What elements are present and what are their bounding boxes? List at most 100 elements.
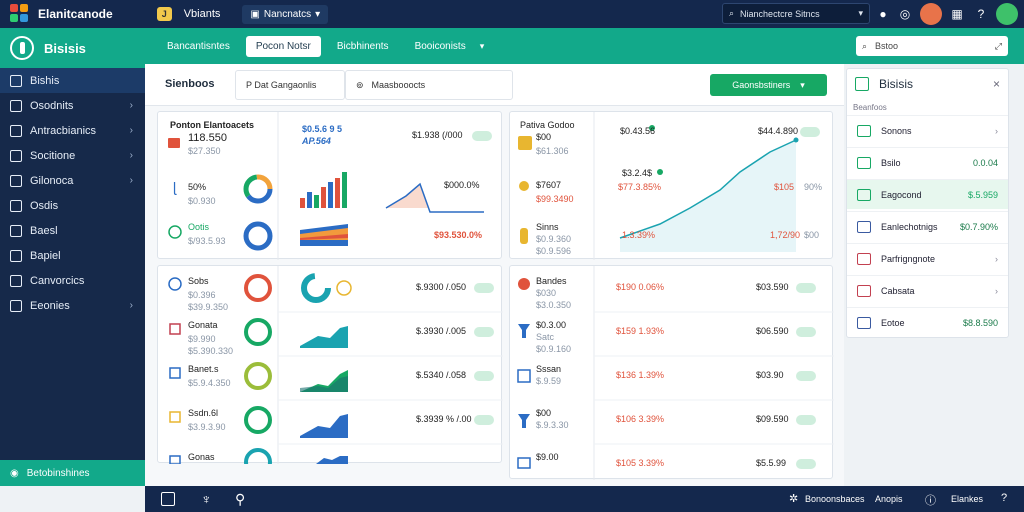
panel-item-icon xyxy=(857,124,871,137)
panel-item-label: Eanlechotnigs xyxy=(881,221,938,232)
panel-item-value: 0.0.04 xyxy=(972,157,998,168)
sidebar-item-label: Osodnits xyxy=(30,99,74,112)
chevron-down-icon: › xyxy=(129,100,133,111)
panel-item-value: $8.8.590 xyxy=(962,317,998,328)
row-label: Sobs xyxy=(188,276,209,286)
help-icon[interactable]: ? xyxy=(1001,492,1008,504)
row-label: Gonas xyxy=(188,452,215,462)
bottom-link-1[interactable]: Bonoonsbaces xyxy=(805,494,865,504)
profile-avatar[interactable] xyxy=(996,3,1018,25)
gear-icon[interactable]: ✲ xyxy=(789,493,799,505)
sidebar-header: Bisisis xyxy=(0,28,145,68)
expand-icon: ⤢ xyxy=(994,40,1002,51)
panel-item-label: Eotoe xyxy=(881,317,905,328)
sidebar-item[interactable]: Baesl xyxy=(0,218,145,243)
sidebar-item[interactable]: Osodnits › xyxy=(0,93,145,118)
tab-metrics[interactable]: ⊚ Maasbooocts xyxy=(345,70,513,100)
chevron-down-icon: ▾ xyxy=(800,79,805,90)
metric-value-5: $00 xyxy=(804,230,820,240)
toolbar: Sienboos P Dat Gangaonlis ⊚ Maasbooocts … xyxy=(145,64,844,106)
panel-item-icon xyxy=(857,284,871,297)
code-icon[interactable]: ♆ xyxy=(201,491,212,507)
panel-title: Bisisis xyxy=(879,77,914,91)
bottom-link-3[interactable]: Elankes xyxy=(951,494,984,504)
row-sub: $.9.3.30 xyxy=(536,420,569,430)
chevron-down-icon: › xyxy=(129,150,133,161)
subnav-tab[interactable]: Bicbhinents xyxy=(336,40,389,52)
panel-item-label: Bsilo xyxy=(881,157,901,168)
panel-item[interactable]: Eanlechotnigs $0.7.90% xyxy=(847,211,1008,241)
panel-item-icon xyxy=(857,252,871,265)
share-icon[interactable]: ⚲ xyxy=(235,491,246,507)
sidebar-item[interactable]: Canvorcics xyxy=(0,268,145,293)
row-sub: $5.9.4.350 xyxy=(188,378,231,388)
global-search-text: Nianchectcre Sitncs xyxy=(740,8,820,19)
summary-card-left: ɭ Ponton Elantoacets 118.550 $27.350 $0.… xyxy=(157,111,502,260)
sidebar-item[interactable]: Socitione › xyxy=(0,143,145,168)
info-icon[interactable]: ⓘ xyxy=(925,495,936,507)
row-sub-2: $0.9.160 xyxy=(536,344,572,354)
panel-item[interactable]: Parfrigngnote › xyxy=(847,243,1008,273)
metric-value-3: $44.4.890 xyxy=(758,126,799,136)
metric-change: $3.2.4$ xyxy=(622,168,653,178)
settings-icon[interactable]: ◎ xyxy=(899,7,911,21)
user-avatar[interactable] xyxy=(920,3,942,25)
project-dropdown[interactable]: ▣ Nancnatcs ▾ xyxy=(242,4,329,24)
metric-total: $1.938 (/000 xyxy=(412,130,463,140)
row-label: $9.00 xyxy=(536,452,559,462)
row-sub-2: $5.390.330 xyxy=(188,346,234,356)
row-change: $136 1.39% xyxy=(616,370,665,380)
panel-item-value: $.5.959 xyxy=(967,189,998,200)
sidebar-item[interactable]: Antracbianics › xyxy=(0,118,145,143)
tab-overview[interactable]: P Dat Gangaonlis xyxy=(235,70,345,100)
panel-item[interactable]: Bsilo 0.0.04 xyxy=(847,147,1008,177)
menu-item-icon xyxy=(10,74,22,87)
sidebar-item-label: Osdis xyxy=(30,199,59,212)
sidebar-item-label: Gilonoca xyxy=(30,174,74,187)
sidebar-item[interactable]: Gilonoca › xyxy=(0,168,145,193)
menu-item-icon xyxy=(10,124,22,137)
sidebar-item[interactable]: Osdis xyxy=(0,193,145,218)
subnav-tab[interactable]: Bancantisntes xyxy=(167,40,230,52)
notification-icon[interactable]: ● xyxy=(879,7,887,21)
sidebar-item[interactable]: Bapiel xyxy=(0,243,145,268)
sidebar-footer[interactable]: ◉ Betobinshines xyxy=(0,460,145,486)
panel-item[interactable]: Eotoe $8.8.590 xyxy=(847,307,1008,337)
workspace-badge[interactable]: J xyxy=(156,7,172,21)
menu-item-icon xyxy=(10,149,22,162)
row-sub: $0.396 xyxy=(188,290,216,300)
status-pill xyxy=(796,327,816,337)
metric-value-2: $0.43.56 xyxy=(620,126,656,136)
card-title: Ponton Elantoacets xyxy=(170,120,255,130)
row-label: Bandes xyxy=(536,276,567,286)
status-pill xyxy=(796,283,816,293)
subnav-tab[interactable]: Booiconists xyxy=(414,40,466,52)
chevron-down-icon: ▾ xyxy=(479,40,485,51)
panel-item[interactable]: Sonons › xyxy=(847,115,1008,145)
brand-icon xyxy=(10,36,34,60)
row-sub: $030 xyxy=(536,288,557,298)
row-change: $106 3.39% xyxy=(616,414,665,424)
row-label: Gonata xyxy=(188,320,218,330)
target-icon: ⊚ xyxy=(356,79,364,90)
subnav-tab[interactable]: Pocon Notsr xyxy=(245,35,321,57)
grid-icon[interactable]: ▦ xyxy=(951,7,963,21)
panel-item[interactable]: Eagocond $.5.959 xyxy=(847,179,1008,209)
sidebar-item[interactable]: Bishis xyxy=(0,68,145,93)
metric-change-pct: 1.3.39% xyxy=(622,230,656,240)
metric-sub: $0.930 xyxy=(188,196,216,206)
book-icon[interactable] xyxy=(161,492,175,506)
chevron-down-icon: › xyxy=(129,125,133,136)
bottom-link-2[interactable]: Anopis xyxy=(875,494,903,504)
panel-item-label: Cabsata xyxy=(881,285,915,296)
global-search-input[interactable]: ⌕ Nianchectcre Sitncs ▾ xyxy=(722,3,870,24)
close-icon[interactable]: × xyxy=(992,77,1000,91)
panel-search-input[interactable]: ⌕ Bstoo ⤢ xyxy=(856,36,1008,56)
views-link[interactable]: Vbiants xyxy=(183,8,221,20)
row-sub-2: $39.9.350 xyxy=(188,302,229,312)
panel-item[interactable]: Cabsata › xyxy=(847,275,1008,305)
panel-item-icon xyxy=(857,220,871,233)
primary-action-button[interactable]: Gaonsbstiners ▾ xyxy=(710,74,827,96)
sidebar-item[interactable]: Eeonies › xyxy=(0,293,145,318)
help-icon[interactable]: ? xyxy=(977,7,985,21)
